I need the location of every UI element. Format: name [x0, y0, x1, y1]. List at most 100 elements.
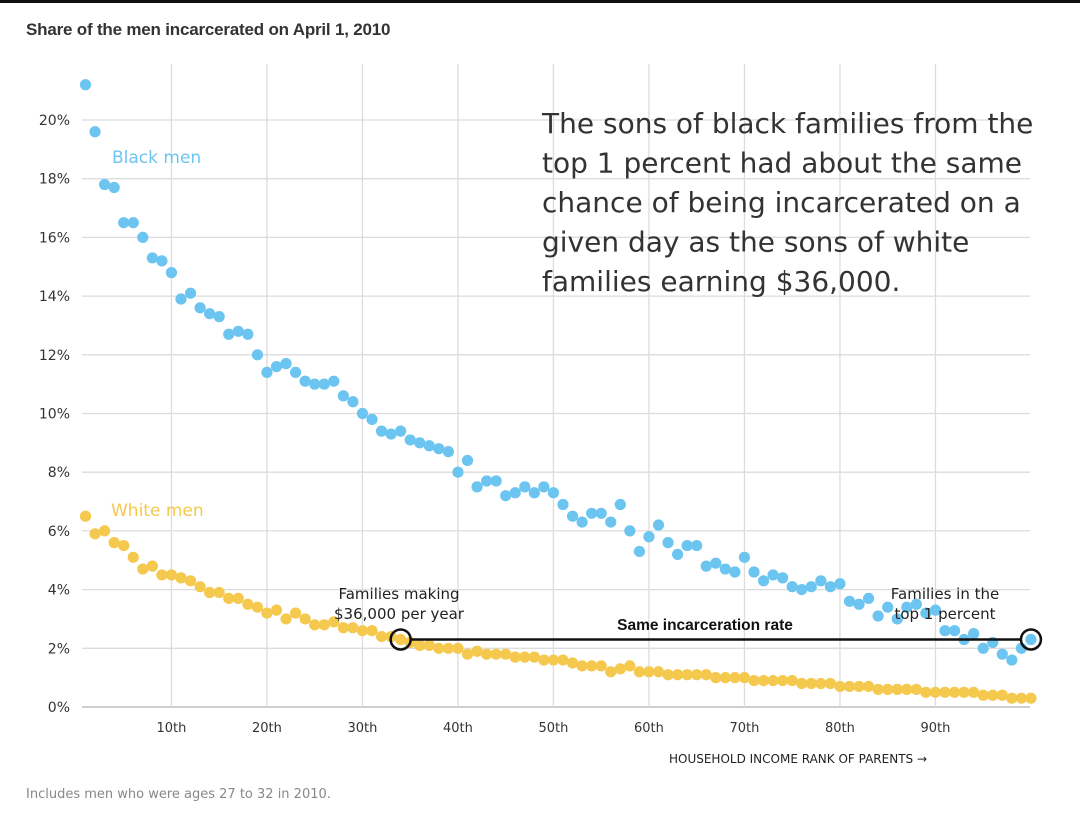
point-black-men [977, 642, 989, 654]
label-families-top-1: top 1 percent [894, 605, 995, 623]
top-border [0, 0, 1080, 3]
point-white-men [586, 660, 598, 672]
point-black-men [805, 581, 817, 593]
point-white-men [605, 666, 617, 678]
point-white-men [738, 672, 751, 684]
point-black-men [586, 507, 598, 519]
point-black-men [261, 366, 273, 379]
label-families-36000: $36,000 per year [334, 605, 465, 623]
point-black-men [309, 378, 321, 390]
point-black-men [786, 581, 798, 593]
point-black-men [175, 293, 187, 305]
callout-line: given day as the sons of white [542, 226, 969, 259]
point-black-men [290, 366, 302, 379]
point-black-men [891, 613, 903, 625]
x-tick-label: 90th [921, 721, 951, 736]
x-axis-label: HOUSEHOLD INCOME RANK OF PARENTS → [669, 752, 927, 766]
point-black-men [748, 566, 760, 578]
y-tick-label: 10% [39, 407, 70, 423]
callout-line: The sons of black families from the [541, 107, 1033, 140]
point-white-men [672, 669, 684, 681]
point-black-men [815, 575, 827, 587]
y-tick-label: 4% [48, 583, 70, 599]
point-black-men [280, 358, 292, 370]
point-white-men [1025, 692, 1037, 704]
point-black-men [968, 628, 980, 640]
marker-top-1-percent [1019, 628, 1043, 651]
point-black-men [165, 267, 178, 279]
point-black-men [700, 560, 712, 572]
point-white-men [662, 669, 674, 681]
x-tick-label: 60th [634, 721, 664, 736]
point-black-men [204, 308, 216, 320]
point-white-men [643, 666, 655, 678]
point-white-men [500, 648, 512, 660]
point-black-men [184, 287, 197, 299]
point-white-men [872, 683, 884, 695]
point-black-men [843, 595, 856, 607]
point-white-men [519, 651, 531, 663]
point-black-men [595, 507, 607, 519]
point-white-men [624, 660, 636, 672]
point-black-men [328, 375, 340, 387]
point-white-men [127, 551, 139, 563]
point-black-men [99, 178, 111, 191]
point-white-men [882, 683, 894, 695]
point-white-men [395, 633, 407, 646]
point-black-men [547, 487, 560, 499]
point-white-men [461, 648, 474, 660]
point-white-men [242, 598, 254, 610]
point-black-men [471, 481, 483, 493]
point-white-men [270, 604, 283, 616]
point-white-men [538, 654, 550, 666]
point-white-men [471, 645, 483, 657]
point-white-men [987, 689, 999, 701]
point-black-men [996, 648, 1008, 660]
y-tick-label: 6% [48, 524, 70, 540]
point-white-men [528, 651, 540, 663]
point-white-men [213, 586, 225, 599]
x-tick-label: 70th [730, 721, 760, 736]
point-black-men [729, 566, 741, 578]
point-white-men [614, 663, 626, 675]
point-white-men [843, 680, 856, 693]
point-black-men [652, 519, 665, 531]
y-tick-label: 2% [48, 641, 70, 657]
point-white-men [729, 672, 741, 684]
point-black-men [605, 516, 617, 528]
point-black-men [557, 498, 569, 511]
y-tick-label: 12% [39, 348, 70, 364]
point-black-men [375, 425, 388, 437]
point-white-men [251, 601, 263, 613]
point-white-men [481, 648, 493, 660]
point-black-men [251, 349, 263, 361]
point-black-men [824, 581, 837, 593]
callout-text: The sons of black families from the top 1… [541, 107, 1033, 298]
point-black-men [834, 578, 846, 590]
point-black-men [691, 539, 703, 552]
point-white-men [184, 575, 197, 587]
point-black-men [614, 498, 626, 511]
point-white-men [108, 537, 120, 549]
point-white-men [681, 669, 693, 681]
point-white-men [156, 569, 168, 581]
point-white-men [901, 683, 913, 695]
x-tick-label: 50th [539, 721, 569, 736]
point-black-men [433, 443, 445, 455]
point-black-men [633, 545, 646, 558]
point-white-men [891, 683, 903, 695]
point-black-men [481, 475, 493, 487]
point-black-men [576, 516, 588, 528]
point-white-men [280, 613, 292, 625]
point-white-men [786, 674, 798, 687]
point-black-men [299, 375, 311, 387]
label-same-incarceration-rate: Same incarceration rate [617, 617, 793, 634]
point-white-men [929, 686, 942, 698]
point-black-men [127, 217, 139, 229]
point-black-men [79, 79, 92, 91]
point-black-men [404, 434, 416, 446]
point-black-men [948, 625, 961, 637]
point-black-men [528, 487, 540, 499]
point-white-men [863, 680, 875, 693]
